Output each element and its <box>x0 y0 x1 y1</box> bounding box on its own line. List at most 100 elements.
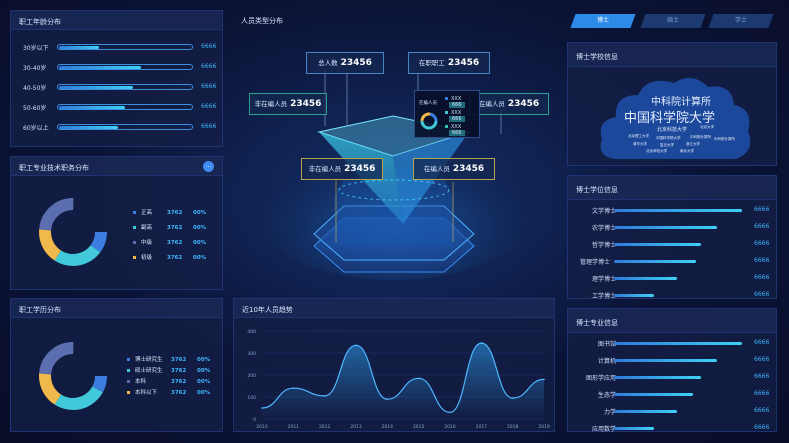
popup-row: XXX 666 <box>445 96 479 108</box>
degree-row-value: 6666 <box>754 257 770 264</box>
popup-row-label: XXX <box>451 96 462 102</box>
legend-value: 3762 <box>171 368 187 374</box>
inpost2-value: 23456 <box>452 164 485 174</box>
onjob-box: 在职职工 23456 <box>408 52 490 74</box>
legend-label: 博士研究生 <box>135 357 163 363</box>
pyramid-graphic <box>244 70 544 280</box>
legend-dot <box>133 256 136 259</box>
legend-value: 3762 <box>171 379 187 385</box>
legend-dot <box>133 241 136 244</box>
x-tick-label: 2016 <box>444 424 456 430</box>
degree-row-bar <box>614 243 701 246</box>
tab-bachelor-label: 学士 <box>734 17 747 24</box>
major-row-bar <box>614 359 717 362</box>
age-row-value: 6666 <box>201 63 217 70</box>
major-row-bar <box>614 342 742 345</box>
legend-pct: 00% <box>193 210 207 216</box>
major-row-bar <box>614 393 693 396</box>
degree-row-value: 6666 <box>754 223 770 230</box>
major-row-bar <box>614 427 654 430</box>
y-tick-label: 400 <box>247 329 256 335</box>
edu-panel: 职工学历分布 博士研究生 3762 00% 硕士研究生 3762 00% 本科 3762 0… <box>10 298 223 432</box>
trend-header <box>234 299 554 318</box>
more-icon[interactable]: … <box>203 161 214 172</box>
age-row-label: 30-40岁 <box>23 65 47 72</box>
degree-row-bar <box>614 277 677 280</box>
trend-point <box>449 411 451 414</box>
legend-value: 3762 <box>167 225 183 231</box>
tab-doctor-label: 博士 <box>596 17 609 24</box>
age-row-track <box>57 84 193 90</box>
y-tick-label: 200 <box>247 373 256 379</box>
degree-header <box>568 176 776 200</box>
x-tick-label: 2015 <box>413 424 425 430</box>
tab-master[interactable]: 硕士 <box>640 14 706 28</box>
major-row-value: 6666 <box>754 407 770 414</box>
school-title: 博士学校信息 <box>576 53 618 61</box>
legend-value: 3762 <box>171 390 187 396</box>
degree-row-bar <box>614 294 654 297</box>
major-row-label: 图书馆 <box>597 341 616 348</box>
legend-dot <box>133 211 136 214</box>
trend-point <box>511 397 514 399</box>
age-row-bar <box>59 106 125 109</box>
degree-row-bar <box>614 260 696 263</box>
y-tick-label: 100 <box>247 395 256 401</box>
cloud-word: 南京大学 <box>680 149 694 153</box>
age-row-label: 30岁以下 <box>23 45 49 52</box>
total-count-box: 总人数 23456 <box>306 52 384 74</box>
notin2-label: 非在编人员 <box>308 165 342 173</box>
major-row-label: 生态学 <box>597 392 616 399</box>
popup-dot <box>445 97 448 100</box>
major-title: 博士专业信息 <box>576 319 618 327</box>
tech-donut <box>39 198 107 266</box>
legend-label: 硕士研究生 <box>135 368 163 374</box>
legend-value: 3762 <box>167 240 183 246</box>
degree-row-bar <box>614 209 742 212</box>
tab-bachelor[interactable]: 学士 <box>708 14 774 28</box>
x-tick-label: 2011 <box>288 424 300 430</box>
x-tick-label: 2014 <box>382 424 394 430</box>
x-tick-label: 2018 <box>507 424 519 430</box>
types-area: 人员类型分布 <box>233 10 555 292</box>
edu-title: 职工学历分布 <box>19 306 61 314</box>
legend-pct: 00% <box>197 390 211 396</box>
legend-label: 初级 <box>141 255 153 261</box>
age-row-bar <box>59 66 141 69</box>
age-row-value: 6666 <box>201 103 217 110</box>
school-panel: 博士学校信息 中科院计算所 中国科学院大学 北京科技大学 北京理工大学 中国科学… <box>567 42 777 166</box>
age-row-value: 6666 <box>201 83 217 90</box>
degree-row-label: 理学博士 <box>591 276 616 283</box>
trend-point <box>543 378 545 381</box>
degree-title: 博士学位信息 <box>576 186 618 194</box>
cloud-word-large1: 中科院计算所 <box>651 97 711 108</box>
age-row-bar <box>59 46 99 49</box>
notin-box-1: 非在编人员 23456 <box>249 93 327 115</box>
cloud-word: 北京师范大学 <box>646 149 667 153</box>
popup-title: 在编人员 <box>419 101 437 106</box>
legend-item: 本科以下 3762 00% <box>127 388 210 396</box>
major-row-label: 图形学应用 <box>585 375 616 382</box>
degree-panel: 博士学位信息 文学博士 6666 农学博士 6666 哲学博士 6666 管理学博士 … <box>567 175 777 300</box>
tab-master-label: 硕士 <box>666 17 679 24</box>
cloud-word: 中科院计算所 <box>690 135 711 139</box>
tab-doctor[interactable]: 博士 <box>570 14 636 28</box>
types-title: 人员类型分布 <box>241 17 283 25</box>
cloud-word: 北京大学 <box>700 125 714 129</box>
edu-header <box>11 299 222 318</box>
degree-row-label: 哲学博士 <box>591 242 616 249</box>
tooltip-popup: 在编人员 XXX 666 XXX 666 XXX 666 <box>414 90 480 138</box>
age-panel: 职工年龄分布 30岁以下 6666 30-40岁 6666 40-50岁 6666 5… <box>10 10 223 147</box>
notin1-value: 23456 <box>290 99 322 109</box>
popup-row-value: 666 <box>449 102 465 108</box>
onjob-value: 23456 <box>447 58 480 68</box>
major-row-value: 6666 <box>754 339 770 346</box>
degree-row-label: 文学博士 <box>591 208 616 215</box>
legend-pct: 00% <box>193 225 207 231</box>
legend-pct: 00% <box>193 255 207 261</box>
inpost-box-2: 在编人员 23456 <box>413 158 495 180</box>
age-row-track <box>57 124 193 130</box>
age-row-bar <box>59 126 118 129</box>
total-value: 23456 <box>340 58 372 68</box>
